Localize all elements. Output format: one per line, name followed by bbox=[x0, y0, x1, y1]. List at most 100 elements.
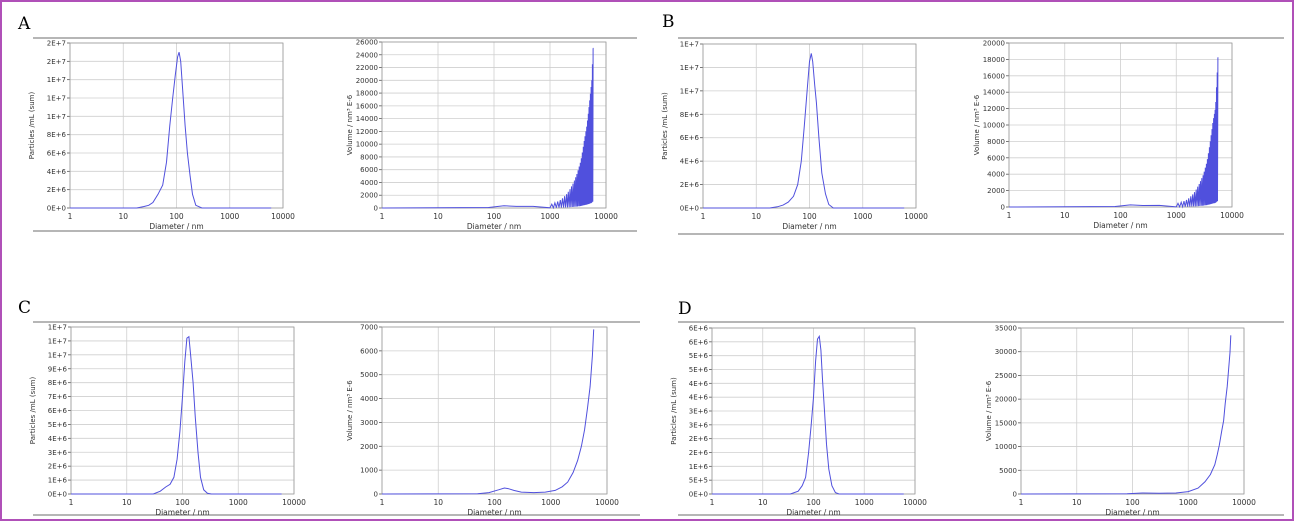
y-tick-label: 22000 bbox=[356, 64, 378, 72]
y-tick-label: 4E+6 bbox=[48, 435, 68, 443]
chart-c-volume: 1 10 100 1000 10000 0 1000 2000 3000 4000 5000 6000… bbox=[346, 324, 619, 518]
y-tick-label: 4000 bbox=[987, 171, 1005, 179]
y-tick-label: 20000 bbox=[983, 40, 1005, 48]
x-tick-label: 100 bbox=[487, 498, 502, 507]
y-tick-label: 1E+7 bbox=[680, 64, 699, 72]
y-tick-label: 1E+7 bbox=[48, 351, 67, 359]
x-tick-label: 10 bbox=[1072, 498, 1082, 507]
y-axis-label: Particles /mL (sum) bbox=[28, 92, 36, 160]
panel-label-a: A bbox=[18, 14, 31, 34]
x-tick-label: 10000 bbox=[1232, 498, 1256, 507]
y-tick-label: 18000 bbox=[983, 56, 1005, 64]
y-tick-label: 25000 bbox=[995, 372, 1017, 380]
y-axis-label: Volume / nm³ E-6 bbox=[985, 380, 993, 441]
y-tick-label: 10000 bbox=[356, 141, 378, 149]
panel-label-d: D bbox=[678, 299, 692, 319]
x-axis-label: Diameter / nm bbox=[1105, 508, 1159, 517]
y-tick-label: 1E+7 bbox=[48, 337, 67, 345]
y-tick-label: 20000 bbox=[356, 77, 378, 85]
y-tick-label: 12000 bbox=[983, 105, 1005, 113]
y-tick-label: 2E+6 bbox=[47, 186, 67, 194]
y-tick-label: 15000 bbox=[995, 419, 1017, 427]
plot-area bbox=[69, 42, 284, 209]
y-tick-label: 6E+6 bbox=[689, 338, 709, 346]
plot-area bbox=[381, 326, 608, 495]
y-tick-label: 7000 bbox=[360, 324, 378, 332]
y-tick-label: 3E+6 bbox=[689, 421, 709, 429]
y-tick-label: 1E+7 bbox=[680, 41, 699, 49]
y-tick-label: 0E+0 bbox=[48, 491, 67, 499]
y-tick-label: 6000 bbox=[360, 166, 378, 174]
y-axis-label: Volume / nm³ E-6 bbox=[346, 380, 354, 441]
x-tick-label: 100 bbox=[802, 212, 817, 221]
panel-label-c: C bbox=[18, 298, 32, 318]
y-tick-label: 0 bbox=[1013, 491, 1017, 499]
chart-b-volume: 1 10 100 1000 10000 0 2000 4000 6000 8000 10000 120… bbox=[973, 40, 1244, 231]
x-tick-label: 100 bbox=[1113, 211, 1128, 220]
x-tick-label: 100 bbox=[806, 498, 821, 507]
y-tick-label: 0E+0 bbox=[689, 491, 708, 499]
x-tick-label: 100 bbox=[175, 498, 190, 507]
x-tick-label: 10000 bbox=[903, 498, 927, 507]
chart-d-particles: 1 10 100 1000 10000 0E+0 5E+5 1E+6 2E+6 2E+6 3E+6 3… bbox=[670, 325, 927, 518]
y-axis-label: Volume / nm³ E-6 bbox=[346, 94, 354, 155]
plot-area bbox=[381, 41, 607, 209]
y-tick-label: 4E+6 bbox=[689, 380, 709, 388]
y-tick-label: 1E+6 bbox=[689, 463, 709, 471]
series-line bbox=[703, 53, 905, 209]
y-axis-label: Particles /mL (sum) bbox=[670, 377, 678, 445]
x-tick-label: 1 bbox=[701, 212, 706, 221]
x-tick-label: 10 bbox=[751, 212, 761, 221]
y-tick-label: 1E+7 bbox=[47, 113, 66, 121]
y-axis-label: Particles /mL (sum) bbox=[661, 92, 669, 160]
x-tick-label: 10000 bbox=[904, 212, 928, 221]
x-axis-label: Diameter / nm bbox=[155, 508, 209, 517]
y-tick-label: 2E+6 bbox=[689, 435, 709, 443]
y-tick-label: 6000 bbox=[360, 347, 378, 355]
chart-b-particles: 1 10 100 1000 10000 0E+0 2E+6 4E+6 6E+6 8E+6 1E+7 1… bbox=[661, 41, 928, 232]
plot-area bbox=[702, 43, 917, 209]
y-tick-label: 9E+6 bbox=[48, 365, 68, 373]
y-tick-label: 8000 bbox=[360, 153, 378, 161]
y-axis-label: Particles /mL (sum) bbox=[29, 377, 37, 445]
y-tick-label: 3000 bbox=[360, 419, 378, 427]
series-line bbox=[70, 52, 272, 209]
y-tick-label: 5E+6 bbox=[48, 421, 68, 429]
y-tick-label: 14000 bbox=[983, 89, 1005, 97]
x-tick-label: 10 bbox=[433, 498, 443, 507]
y-axis-label: Volume / nm³ E-6 bbox=[973, 94, 981, 155]
y-tick-label: 16000 bbox=[983, 72, 1005, 80]
y-tick-label: 20000 bbox=[995, 396, 1017, 404]
y-tick-label: 4E+6 bbox=[689, 394, 709, 402]
y-tick-label: 8000 bbox=[987, 138, 1005, 146]
x-tick-label: 10 bbox=[758, 498, 768, 507]
plot-area bbox=[1008, 42, 1233, 208]
y-tick-label: 30000 bbox=[995, 348, 1017, 356]
series-line bbox=[1008, 57, 1219, 209]
y-tick-label: 2E+7 bbox=[47, 40, 66, 48]
y-tick-label: 6000 bbox=[987, 154, 1005, 162]
y-tick-label: 1E+7 bbox=[47, 95, 66, 103]
y-tick-label: 6E+6 bbox=[680, 134, 700, 142]
x-tick-label: 1 bbox=[1019, 498, 1024, 507]
y-tick-label: 8E+6 bbox=[48, 379, 68, 387]
y-tick-label: 16000 bbox=[356, 102, 378, 110]
y-tick-label: 4E+6 bbox=[47, 168, 67, 176]
chart-a-particles: 1 10 100 1000 10000 0E+0 2E+6 4E+6 6E+6 8E+6 1E+7 1… bbox=[28, 40, 295, 232]
y-tick-label: 0E+0 bbox=[680, 205, 699, 213]
y-tick-label: 1000 bbox=[360, 467, 378, 475]
y-tick-label: 5000 bbox=[999, 467, 1017, 475]
x-tick-label: 10 bbox=[118, 212, 128, 221]
y-tick-label: 2E+6 bbox=[689, 449, 709, 457]
x-tick-label: 100 bbox=[1125, 498, 1140, 507]
chart-d-volume: 1 10 100 1000 10000 0 5000 10000 15000 20000 25000… bbox=[985, 325, 1256, 518]
x-tick-label: 10000 bbox=[271, 212, 295, 221]
x-tick-label: 1 bbox=[1007, 211, 1012, 220]
y-tick-label: 35000 bbox=[995, 325, 1017, 333]
y-tick-label: 5000 bbox=[360, 371, 378, 379]
x-tick-label: 1 bbox=[380, 498, 385, 507]
x-tick-label: 1000 bbox=[1179, 498, 1198, 507]
x-tick-label: 10000 bbox=[1220, 211, 1244, 220]
